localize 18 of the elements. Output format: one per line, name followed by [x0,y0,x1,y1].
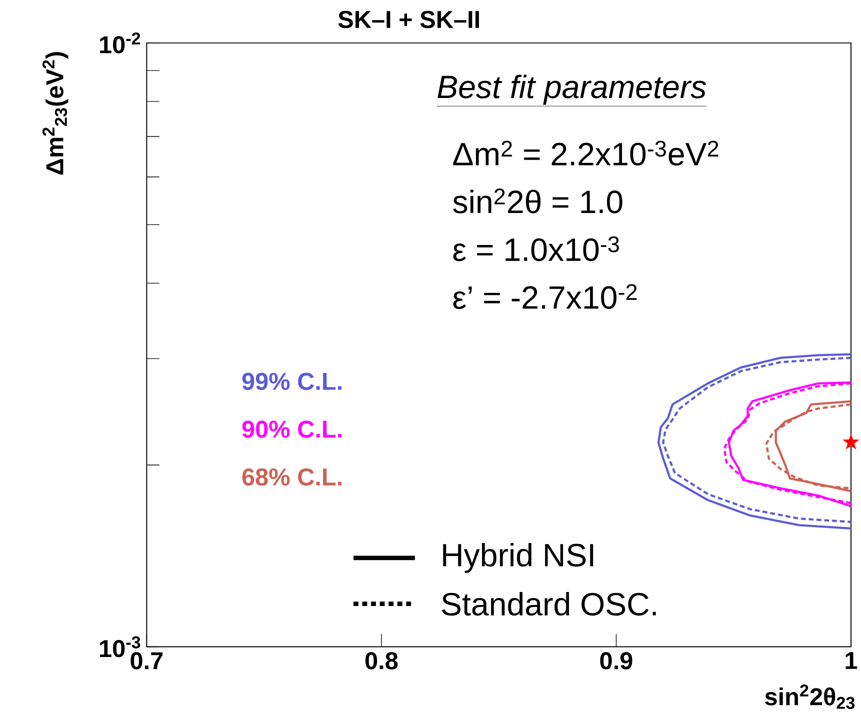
annotation: ε = 1.0x10$^{-3}$ [453,236,619,262]
x-axis-title: sin$^{2}$2θ$_{23}$ [765,684,855,709]
x-tick-label: 0.9 [600,652,632,670]
line-series [765,403,852,490]
x-tick-label: 1 [846,652,858,669]
y-axis-title: Δm$^{2}$$_{23}$(eV$^{2}$) [42,52,68,175]
text: 90% C.L. [242,420,342,438]
x-tick-label: 0.8 [365,652,398,670]
annotation: Standard OSC. [442,592,656,616]
annotation: Best fit parameters [438,74,706,105]
annotation: ε’ = -2.7x10$^{-2}$ [453,284,637,309]
annotation: Δm$^{2}$ = 2.2x10$^{-3}$eV$^{2}$ [453,140,718,166]
y-tick-label: 10$^{-2}$ [100,32,140,54]
text: 99% C.L. [242,372,342,390]
annotation: Hybrid NSI [443,542,594,573]
text: 68% C.L. [242,468,342,486]
chart-title: SK–I + SK–II [338,10,479,28]
annotation: sin$^{2}$2θ = 1.0 [453,188,622,214]
